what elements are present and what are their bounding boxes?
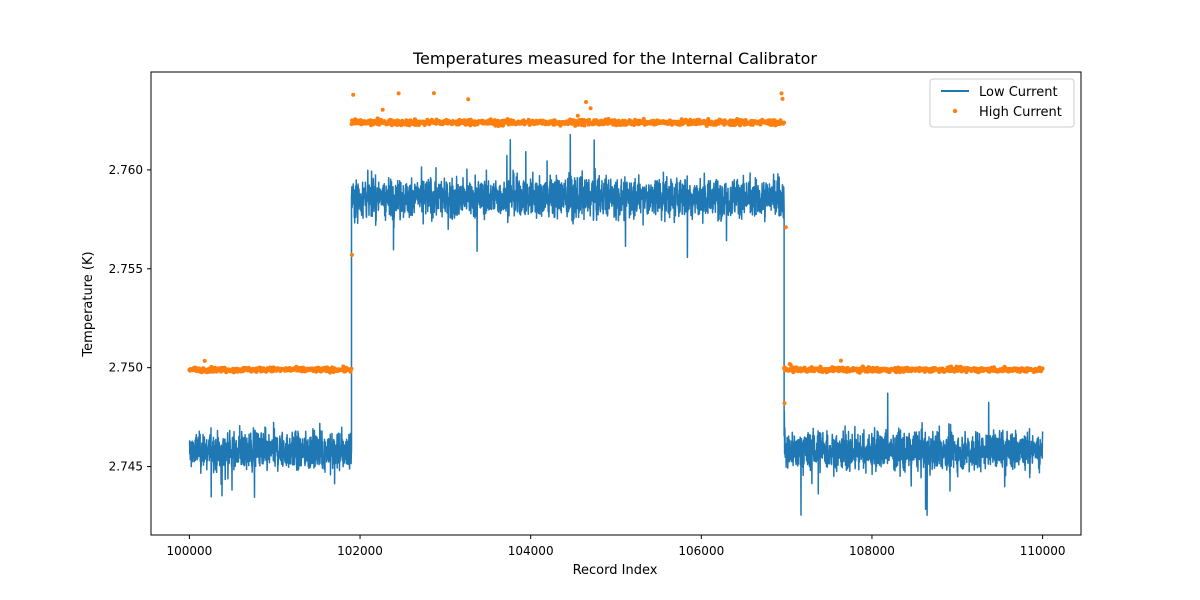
point-high-current [782,120,787,125]
point-high-current [838,358,843,363]
plot-frame [150,71,1082,536]
series-line-low-current [188,133,1044,517]
point-high-current [575,113,580,118]
point-high-current [587,117,591,122]
y-tick-label: 2.750 [109,361,143,375]
point-high-current-outlier [351,92,356,97]
x-tick-label: 108000 [849,544,895,558]
point-high-current [780,96,785,101]
point-high-current [349,366,354,371]
series-layer [187,91,1045,517]
y-axis: 2.745 2.750 2.755 2.760 [109,163,151,474]
x-tick-label: 100000 [166,544,212,558]
x-tick-label: 106000 [678,544,724,558]
x-tick-label: 102000 [337,544,383,558]
y-tick-label: 2.760 [109,163,143,177]
x-axis-label: Record Index [573,563,658,578]
legend-marker-high-current [952,108,958,114]
legend-label-low-current: Low Current [979,85,1058,100]
point-high-current [584,100,588,104]
x-tick-label: 104000 [508,544,554,558]
x-axis: 100000 102000 104000 106000 108000 110000 [166,535,1066,558]
point-high-current [431,91,436,96]
point-high-current [380,107,385,112]
y-axis-label: Temperature (K) [81,251,96,357]
point-high-current-outlier [782,401,787,406]
point-high-current-outlier [349,252,354,257]
legend: Low Current High Current [929,78,1075,128]
point-high-current [396,91,401,96]
point-high-current [202,358,207,363]
plot-area [150,71,1082,536]
legend-label-high-current: High Current [979,105,1062,120]
point-high-current [582,123,587,128]
point-high-current [706,117,711,121]
x-tick-label: 110000 [1020,544,1066,558]
point-high-current [466,97,471,102]
y-tick-label: 2.745 [109,460,143,474]
point-high-current [588,106,593,111]
series-points-high-current [187,91,1045,406]
point-high-current [1040,366,1045,371]
point-high-current-outlier [783,225,788,230]
point-high-current [779,91,784,96]
y-tick-label: 2.755 [109,262,143,276]
chart-title: Temperatures measured for the Internal C… [412,49,817,68]
point-high-current [704,124,709,128]
